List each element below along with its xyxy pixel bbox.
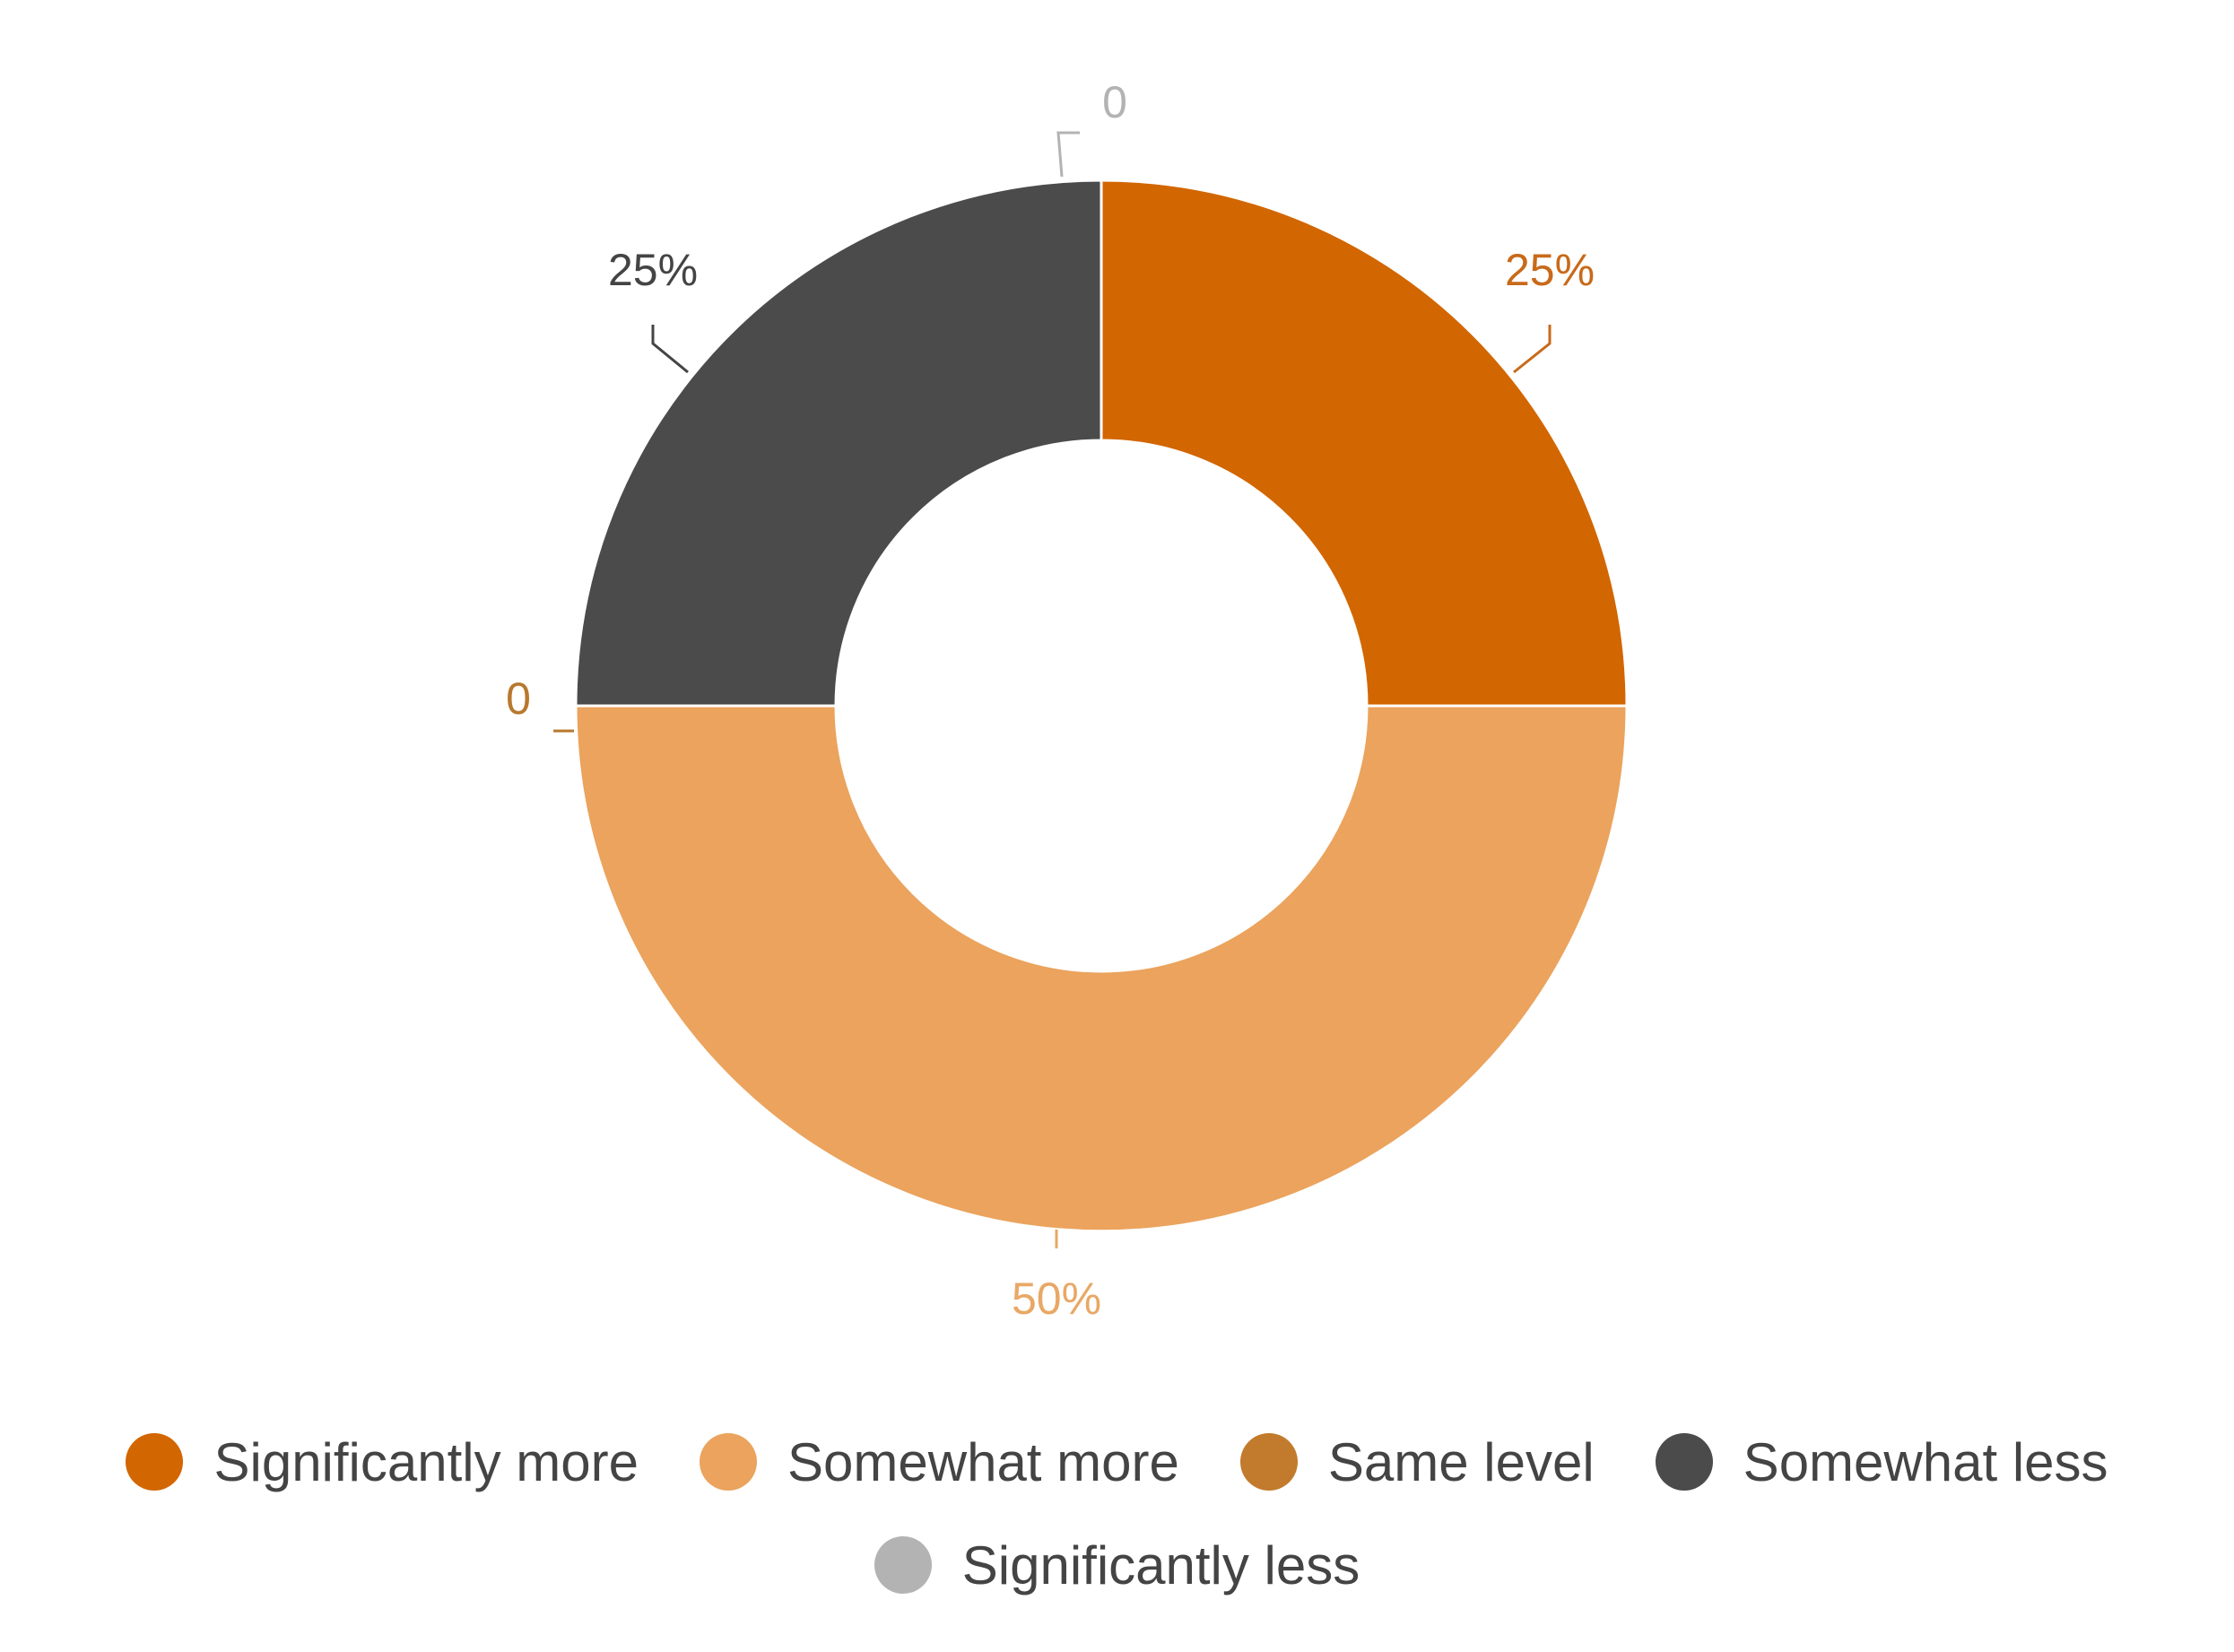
legend-marker xyxy=(126,1433,184,1491)
legend-marker xyxy=(1655,1433,1713,1491)
data-label-somewhat-less: 25% xyxy=(608,245,698,295)
donut-slice-somewhat-less[interactable] xyxy=(574,178,1103,708)
legend-row-2: Significantly less xyxy=(0,1520,2234,1610)
legend-label: Significantly less xyxy=(961,1535,1360,1595)
legend-label: Somewhat more xyxy=(787,1431,1179,1492)
leader-line-somewhat-less xyxy=(651,325,689,374)
leader-lines xyxy=(553,131,1552,1248)
donut-slice-somewhat-more[interactable] xyxy=(574,704,1629,1233)
legend-marker xyxy=(1239,1433,1298,1491)
legend-row-1: Significantly more Somewhat more Same le… xyxy=(0,1417,2234,1507)
data-label-somewhat-more: 50% xyxy=(1012,1274,1101,1324)
legend-marker xyxy=(700,1433,757,1491)
leader-line-significantly-less xyxy=(1056,131,1080,178)
legend-item-significantly-less[interactable]: Significantly less xyxy=(874,1535,1360,1596)
donut-slices xyxy=(574,178,1629,1233)
donut-slice-significantly-more[interactable] xyxy=(1100,178,1629,708)
legend-item-somewhat-more[interactable]: Somewhat more xyxy=(700,1431,1179,1493)
data-label-same-level: 0 xyxy=(506,674,531,724)
legend-item-significantly-more[interactable]: Significantly more xyxy=(126,1431,639,1493)
legend-item-somewhat-less[interactable]: Somewhat less xyxy=(1655,1431,2108,1493)
data-label-significantly-more: 25% xyxy=(1505,245,1595,295)
legend-item-same-level[interactable]: Same level xyxy=(1239,1431,1595,1493)
data-labels: 25% 50% 0 25% 0 xyxy=(506,77,1595,1324)
legend-marker xyxy=(874,1536,932,1594)
legend-label: Somewhat less xyxy=(1743,1431,2108,1492)
data-label-significantly-less: 0 xyxy=(1102,77,1127,127)
legend-label: Significantly more xyxy=(213,1431,639,1492)
leader-line-significantly-more xyxy=(1513,325,1552,374)
legend-label: Same level xyxy=(1327,1431,1595,1492)
